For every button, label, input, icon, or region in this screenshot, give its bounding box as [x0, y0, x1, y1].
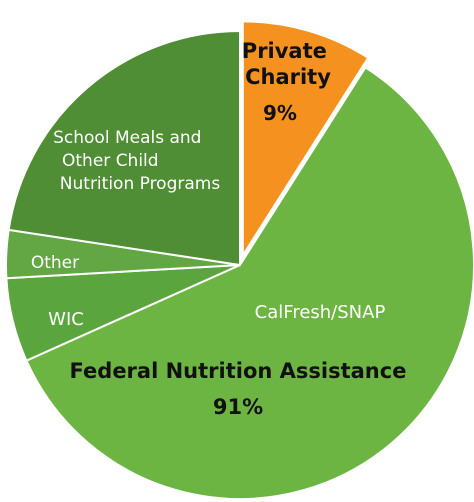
- private-charity-value: 9%: [263, 101, 297, 125]
- pie-slice-school-meals-and-other-child-nutrition-programs: [7, 29, 241, 267]
- other-label: Other: [31, 253, 79, 273]
- school-meals-label: School Meals and Other Child Nutrition P…: [53, 128, 220, 194]
- calfresh-snap-label: CalFresh/SNAP: [255, 302, 386, 323]
- pie-slice-calfresh-snap: [25, 66, 474, 500]
- pie-labels: Private Charity 9% School Meals and Othe…: [31, 39, 407, 419]
- federal-nutrition-label: Federal Nutrition Assistance: [70, 359, 407, 383]
- pie-slices: [5, 20, 474, 500]
- private-charity-label: Private Charity: [242, 39, 334, 89]
- federal-nutrition-value: 91%: [213, 395, 263, 419]
- wic-label: WIC: [48, 309, 84, 330]
- pie-slice-private-charity: [241, 20, 370, 259]
